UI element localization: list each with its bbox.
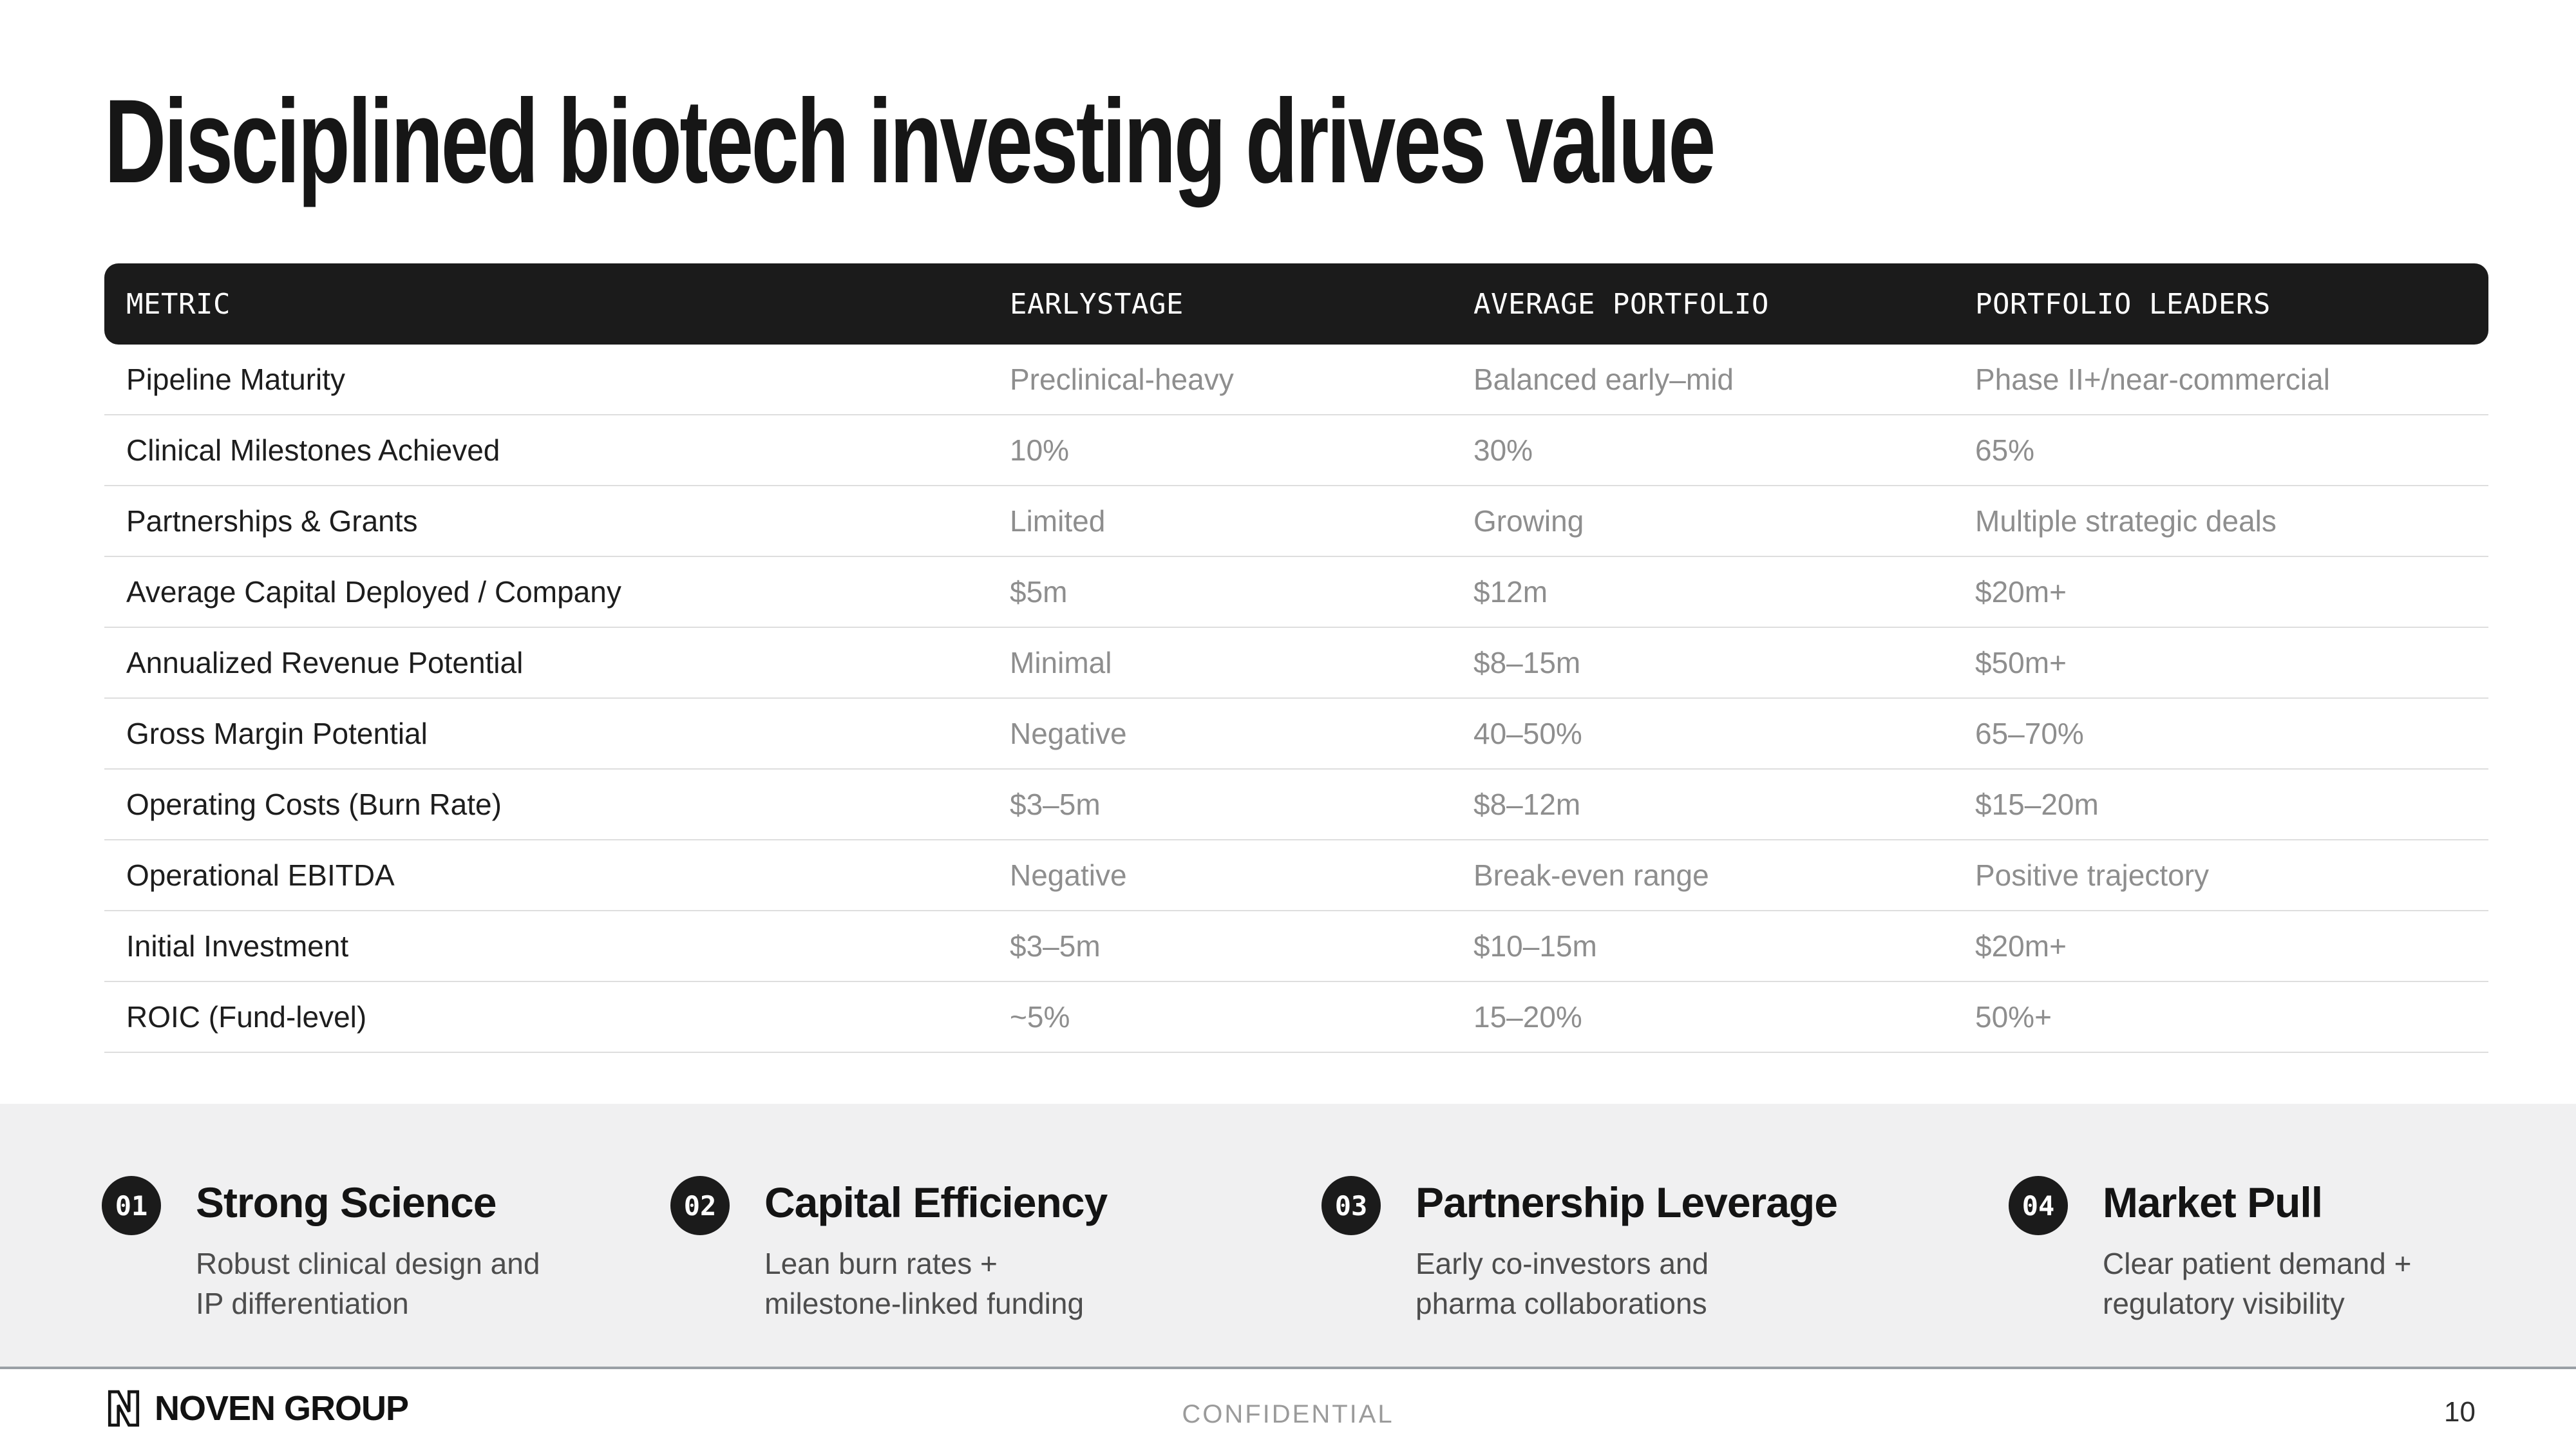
- portfolio-leaders-cell: $20m+: [1975, 575, 2067, 609]
- metric-cell: ROIC (Fund-level): [126, 1000, 367, 1034]
- table-header-row: METRIC EARLYSTAGE AVERAGE PORTFOLIO PORT…: [104, 263, 2488, 345]
- column-header-metric: METRIC: [126, 287, 231, 321]
- metric-cell: Operational EBITDA: [126, 858, 395, 892]
- page-title: Disciplined biotech investing drives val…: [104, 75, 1716, 208]
- page-number: 10: [2444, 1396, 2476, 1428]
- portfolio-leaders-cell: $50m+: [1975, 646, 2067, 679]
- table-row: Gross Margin Potential Negative 40–50% 65–7…: [104, 699, 2488, 770]
- portfolio-leaders-cell: Multiple strategic deals: [1975, 504, 2277, 538]
- early-stage-cell: 10%: [1010, 433, 1070, 467]
- pillar-text: Capital Efficiency Lean burn rates + mile…: [764, 1176, 1151, 1323]
- metric-cell: Annualized Revenue Potential: [126, 646, 524, 679]
- portfolio-leaders-cell: 65–70%: [1975, 717, 2084, 750]
- brand-logo: NOVEN GROUP: [107, 1388, 409, 1428]
- early-stage-cell: Negative: [1010, 717, 1127, 750]
- table-row: Initial Investment $3–5m $10–15m $20m+: [104, 911, 2488, 982]
- column-header-early-stage: EARLYSTAGE: [1010, 287, 1184, 321]
- pillar-title: Partnership Leverage: [1416, 1179, 1838, 1226]
- early-stage-cell: $3–5m: [1010, 788, 1101, 821]
- metric-cell: Pipeline Maturity: [126, 363, 346, 396]
- brand-name: NOVEN GROUP: [155, 1389, 409, 1428]
- early-stage-cell: $5m: [1010, 575, 1068, 609]
- metric-cell: Operating Costs (Burn Rate): [126, 788, 502, 821]
- pillar-text: Market Pull Clear patient demand + regula…: [2103, 1176, 2489, 1323]
- column-header-average-portfolio: AVERAGE PORTFOLIO: [1473, 287, 1769, 321]
- average-portfolio-cell: $8–12m: [1473, 788, 1581, 821]
- noven-n-icon: [107, 1390, 140, 1427]
- column-header-portfolio-leaders: PORTFOLIO LEADERS: [1975, 287, 2271, 321]
- table-row: ROIC (Fund-level) ~5% 15–20% 50%+: [104, 982, 2488, 1053]
- portfolio-leaders-cell: $15–20m: [1975, 788, 2099, 821]
- pillar-number-badge: 03: [1321, 1176, 1381, 1235]
- portfolio-leaders-cell: $20m+: [1975, 929, 2067, 963]
- pillar-number-badge: 04: [2009, 1176, 2068, 1235]
- average-portfolio-cell: 30%: [1473, 433, 1533, 467]
- average-portfolio-cell: Balanced early–mid: [1473, 363, 1734, 396]
- table-row: Pipeline Maturity Preclinical-heavy Balanc…: [104, 345, 2488, 415]
- pillar-title: Strong Science: [196, 1179, 497, 1226]
- pillar-description: Clear patient demand + regulatory visibi…: [2103, 1246, 2412, 1320]
- table-row: Operating Costs (Burn Rate) $3–5m $8–12m $1…: [104, 770, 2488, 840]
- metric-cell: Clinical Milestones Achieved: [126, 433, 500, 467]
- portfolio-leaders-cell: 50%+: [1975, 1000, 2052, 1034]
- metric-cell: Partnerships & Grants: [126, 504, 418, 538]
- portfolio-leaders-cell: Positive trajectory: [1975, 858, 2210, 892]
- table-row: Clinical Milestones Achieved 10% 30% 65%: [104, 415, 2488, 486]
- pillar-title: Capital Efficiency: [764, 1179, 1108, 1226]
- table-row: Annualized Revenue Potential Minimal $8–15…: [104, 628, 2488, 699]
- metric-cell: Gross Margin Potential: [126, 717, 428, 750]
- pillar-description: Early co-investors and pharma collaborat…: [1416, 1246, 1709, 1320]
- pillar-text: Strong Science Robust clinical design and…: [196, 1176, 582, 1323]
- average-portfolio-cell: 15–20%: [1473, 1000, 1582, 1034]
- table-row: Average Capital Deployed / Company $5m $12…: [104, 557, 2488, 628]
- pillar-number-badge: 02: [670, 1176, 730, 1235]
- table-row: Operational EBITDA Negative Break-even ran…: [104, 840, 2488, 911]
- confidential-label: CONFIDENTIAL: [1182, 1400, 1394, 1428]
- portfolio-leaders-cell: Phase II+/near-commercial: [1975, 363, 2330, 396]
- metrics-table: METRIC EARLYSTAGE AVERAGE PORTFOLIO PORT…: [104, 263, 2488, 1053]
- pillar-number-badge: 01: [102, 1176, 161, 1235]
- pillar-text: Partnership Leverage Early co-investors a…: [1416, 1176, 1838, 1323]
- table-body: Pipeline Maturity Preclinical-heavy Balanc…: [104, 345, 2488, 1053]
- average-portfolio-cell: Break-even range: [1473, 858, 1709, 892]
- footer: NOVEN GROUP CONFIDENTIAL 10: [0, 1369, 2576, 1449]
- average-portfolio-cell: Growing: [1473, 504, 1584, 538]
- average-portfolio-cell: $10–15m: [1473, 929, 1597, 963]
- average-portfolio-cell: $8–15m: [1473, 646, 1581, 679]
- pillar-description: Lean burn rates + milestone-linked fundi…: [764, 1246, 1084, 1320]
- metric-cell: Average Capital Deployed / Company: [126, 575, 621, 609]
- early-stage-cell: Limited: [1010, 504, 1106, 538]
- early-stage-cell: Preclinical-heavy: [1010, 363, 1234, 396]
- early-stage-cell: ~5%: [1010, 1000, 1070, 1034]
- average-portfolio-cell: $12m: [1473, 575, 1548, 609]
- early-stage-cell: Negative: [1010, 858, 1127, 892]
- table-row: Partnerships & Grants Limited Growing Multi…: [104, 486, 2488, 557]
- average-portfolio-cell: 40–50%: [1473, 717, 1582, 750]
- portfolio-leaders-cell: 65%: [1975, 433, 2035, 467]
- pillars-section: 01 Strong Science Robust clinical design a…: [0, 1104, 2576, 1369]
- early-stage-cell: $3–5m: [1010, 929, 1101, 963]
- pillar-description: Robust clinical design and IP differenti…: [196, 1246, 540, 1320]
- metric-cell: Initial Investment: [126, 929, 349, 963]
- early-stage-cell: Minimal: [1010, 646, 1112, 679]
- pillar-title: Market Pull: [2103, 1179, 2323, 1226]
